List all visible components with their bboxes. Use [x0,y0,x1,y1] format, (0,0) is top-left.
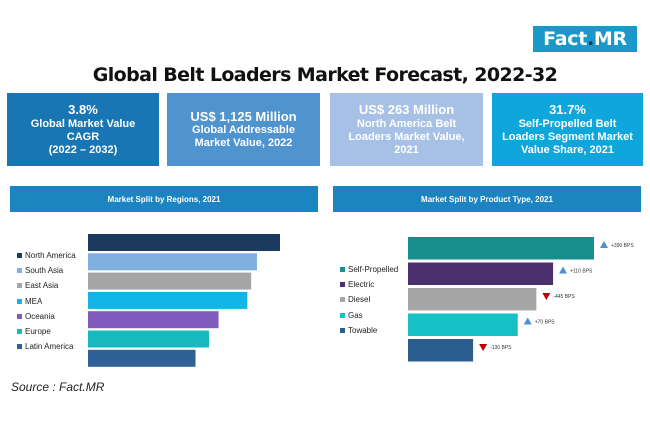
region-legend-item: MEA [17,294,76,309]
region-bar [88,253,257,271]
kpi-value: US$ 1,125 Million [190,108,297,124]
kpi-label-line: Global Addressable [192,124,295,137]
product-legend-swatch [340,312,345,318]
product-legend-label: Self-Propelled [348,265,399,275]
region-legend-item: North America [17,248,76,263]
region-legend-swatch [17,344,22,350]
kpi-label-line: 2021 [394,143,419,156]
kpi-card-north-america: US$ 263 Million North America Belt Loade… [330,93,483,166]
product-bar [408,339,474,362]
kpi-label-line: Self-Propelled Belt [518,117,617,130]
region-bar [88,330,209,348]
product-legend-swatch [340,267,345,273]
region-bar [88,349,196,367]
kpi-label-line: Loaders Market Value, [348,130,465,143]
region-legend-label: North America [25,251,76,261]
region-legend-swatch [17,329,22,335]
kpi-value: 31.7% [549,101,586,117]
product-legend-item: Electric [340,277,398,292]
product-bar [408,262,554,285]
region-legend-swatch [17,313,22,319]
region-legend-label: Latin America [25,342,74,352]
region-legend-label: MEA [25,296,43,306]
kpi-card-segment-share: 31.7% Self-Propelled Belt Loaders Segmen… [492,93,643,166]
kpi-value: 3.8% [68,101,98,117]
region-legend-item: Latin America [17,339,76,354]
region-bar [88,291,248,309]
product-legend-swatch [340,282,345,288]
bps-up-arrow-icon [523,317,532,325]
bps-label: -445 BPS [553,294,575,300]
page-title: Global Belt Loaders Market Forecast, 202… [92,64,558,86]
region-legend-item: Oceania [17,309,76,324]
region-legend-item: Europe [17,324,76,339]
bps-label: -130 BPS [490,345,512,351]
product-legend-swatch [340,327,345,333]
region-legend-swatch [17,268,22,274]
product-legend-label: Gas [348,310,363,320]
product-legend-item: Diesel [340,292,398,307]
kpi-label-line: CAGR [66,130,100,143]
kpi-label-line: Global Market Value [30,117,136,130]
bps-label: +110 BPS [570,269,593,275]
product-legend-label: Diesel [348,295,371,305]
bps-up-arrow-icon [559,266,568,274]
product-chart-title: Market Split by Product Type, 2021 [333,186,641,212]
brand-logo: Fact. MR [533,26,637,52]
kpi-label-line: North America Belt [356,117,457,130]
kpi-card-cagr: 3.8% Global Market Value CAGR (2022 – 20… [7,93,159,166]
kpi-label-line: (2022 – 2032) [48,143,118,156]
bps-down-arrow-icon [542,293,551,300]
region-legend-item: East Asia [17,278,76,293]
product-legend-item: Self-Propelled [340,262,398,277]
kpi-label-line: Market Value, 2022 [194,137,293,150]
region-legend-swatch [17,253,22,259]
product-bar [408,288,537,311]
bps-label: +70 BPS [535,320,556,326]
brand-logo-part1: Fact [543,28,587,50]
source-note: Source : Fact.MR [11,380,105,394]
kpi-value: US$ 263 Million [358,101,455,117]
product-bar [408,237,594,260]
region-legend-swatch [17,283,22,289]
region-bar [88,234,280,251]
product-legend-item: Towable [340,323,398,338]
region-bar [88,311,219,329]
region-bar [88,272,252,290]
brand-logo-dot: . [586,28,594,50]
region-legend-label: East Asia [25,281,59,291]
kpi-card-market-value: US$ 1,125 Million Global Addressable Mar… [167,93,320,166]
region-legend-swatch [17,298,22,304]
region-legend-item: South Asia [17,263,76,278]
products-legend: Self-Propelled Electric Diesel Gas Towable [340,262,398,338]
product-legend-swatch [340,297,345,303]
region-legend-label: Europe [25,327,51,337]
product-legend-label: Towable [348,325,378,335]
bps-label: +390 BPS [611,243,634,249]
region-legend-label: South Asia [25,266,64,276]
product-legend-item: Gas [340,308,398,323]
kpi-label-line: Value Share, 2021 [521,143,614,156]
product-bar [408,313,518,336]
kpi-label-line: Loaders Segment Market [502,130,633,143]
region-legend-label: Oceania [25,311,55,321]
regions-chart-title: Market Split by Regions, 2021 [10,186,318,212]
regions-legend: North America South Asia East Asia MEA Ocean… [17,248,76,354]
bps-up-arrow-icon [600,241,608,248]
bps-down-arrow-icon [479,344,488,351]
brand-logo-part2: MR [593,28,627,50]
product-legend-label: Electric [348,280,375,290]
